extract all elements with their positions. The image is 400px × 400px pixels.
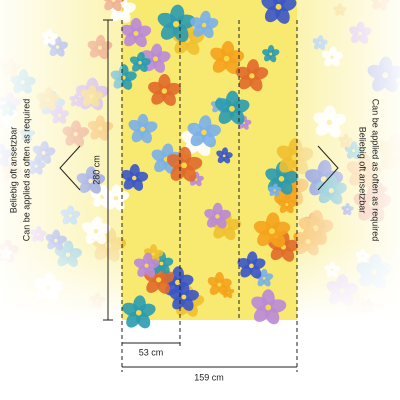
flower-center <box>275 3 282 10</box>
flower <box>187 115 221 148</box>
flower-center <box>268 228 275 235</box>
flower <box>166 146 203 182</box>
left-note-en: Can be applied as often as required <box>21 99 31 242</box>
flower <box>253 212 291 248</box>
flower <box>215 90 250 125</box>
flower <box>207 272 232 296</box>
petal <box>190 17 205 29</box>
chevron-left <box>59 145 81 191</box>
flower-center <box>153 56 159 62</box>
left-note-de: Beliebig oft ansetzbar <box>8 127 18 214</box>
right-note-en: Can be applied as often as required <box>371 99 381 242</box>
petal <box>169 288 185 301</box>
chevron-right <box>317 145 339 191</box>
petal <box>204 209 219 220</box>
petal <box>253 220 273 236</box>
flower-center <box>159 261 164 266</box>
flower <box>261 0 297 24</box>
flower-center <box>144 263 149 268</box>
flower-center <box>278 176 285 182</box>
petal <box>129 56 141 65</box>
flower <box>204 202 231 229</box>
flower <box>210 40 245 75</box>
right-note-de: Beliebig oft ansetzbar <box>358 127 368 214</box>
flower-center <box>135 309 142 316</box>
flower-center <box>156 277 162 283</box>
flower-center <box>217 282 222 287</box>
petal <box>216 150 225 158</box>
total-width-label: 159 cm <box>194 372 224 382</box>
flower-center <box>222 154 226 158</box>
petal <box>166 154 186 169</box>
height-label: 280 cm <box>91 155 101 185</box>
flower <box>133 252 160 278</box>
flower-center <box>201 129 207 136</box>
fade-bottom-left <box>0 0 122 320</box>
flower-center <box>181 162 187 169</box>
flower-center <box>181 294 187 300</box>
flower-center <box>269 52 273 56</box>
flower <box>121 17 152 48</box>
flower-center <box>161 88 168 94</box>
flower-center <box>201 22 207 28</box>
petal <box>157 12 178 29</box>
petal <box>251 296 270 311</box>
flower <box>235 59 269 92</box>
panel-width-label: 53 cm <box>139 347 164 357</box>
petal <box>151 149 168 163</box>
petal <box>148 81 166 95</box>
petal <box>121 24 137 37</box>
petal <box>215 98 234 113</box>
flower <box>121 164 149 191</box>
petal <box>133 258 148 269</box>
flower <box>216 147 233 164</box>
flower <box>268 183 282 197</box>
flower <box>255 268 274 287</box>
flower-center <box>138 60 142 65</box>
flower-center <box>262 276 266 280</box>
petal <box>268 186 276 192</box>
flower-center <box>273 189 276 192</box>
flower-center <box>140 126 146 132</box>
petal <box>265 168 283 183</box>
flower-center <box>172 21 180 28</box>
flower <box>122 295 156 329</box>
flower-center <box>131 175 137 181</box>
flower <box>262 44 280 63</box>
flower-center <box>285 202 289 207</box>
flower <box>251 289 287 325</box>
petal <box>210 47 228 62</box>
flower-center <box>249 73 255 79</box>
petal <box>128 119 144 133</box>
flower-center <box>151 252 155 256</box>
petal <box>121 169 136 181</box>
flower <box>128 113 158 144</box>
flower <box>157 4 196 43</box>
flower-center <box>175 279 181 285</box>
flower-center <box>223 55 230 62</box>
flower <box>237 251 266 279</box>
fade-bottom-right <box>297 0 400 320</box>
petal <box>262 49 272 56</box>
petal <box>261 0 280 11</box>
petal <box>131 127 145 143</box>
flower <box>148 74 181 106</box>
flower <box>129 52 151 73</box>
flower-center <box>265 304 272 311</box>
petal <box>237 258 253 270</box>
flower-center <box>249 263 254 269</box>
flower-center <box>133 31 139 37</box>
petal <box>187 122 205 137</box>
petal <box>207 276 221 288</box>
petal <box>122 302 140 317</box>
flower-center <box>291 154 298 161</box>
flower <box>190 10 219 39</box>
flower <box>169 281 199 311</box>
flower-center <box>215 214 220 219</box>
flower-center <box>229 105 235 112</box>
petal <box>235 66 253 80</box>
petal <box>276 145 296 161</box>
